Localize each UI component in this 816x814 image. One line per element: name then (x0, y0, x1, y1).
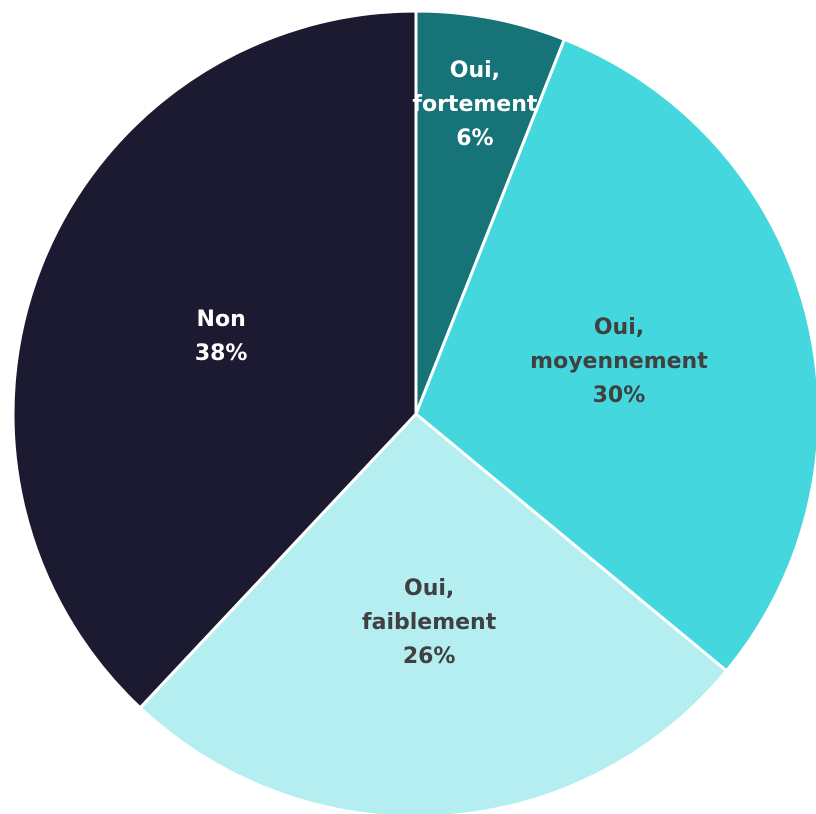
pie-slice (11, 9, 418, 710)
slice-value-label: 30% (593, 383, 646, 408)
slice-value-label: 26% (403, 644, 456, 669)
slice-label: Oui, moyennement (530, 315, 708, 374)
pie-slice (414, 37, 816, 673)
slice-label: Non (197, 307, 246, 332)
slice-label: Oui, fortement (412, 58, 537, 117)
pie-slice (138, 411, 729, 814)
slice-label: Oui, faiblement (362, 576, 497, 635)
slice-value-label: 6% (456, 126, 493, 151)
slice-value-label: 38% (195, 341, 248, 366)
pie-slice (414, 9, 567, 415)
